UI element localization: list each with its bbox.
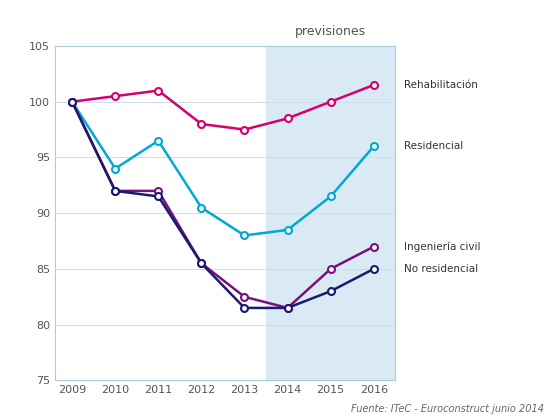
Text: Ingeniería civil: Ingeniería civil (404, 241, 480, 252)
Text: previsiones: previsiones (295, 25, 366, 38)
Text: No residencial: No residencial (404, 264, 478, 274)
Text: Rehabilitación: Rehabilitación (404, 80, 478, 90)
Bar (266, 46, 395, 380)
Text: Residencial: Residencial (404, 141, 463, 151)
Text: Fuente: ITeC - Euroconstruct junio 2014: Fuente: ITeC - Euroconstruct junio 2014 (350, 404, 544, 414)
